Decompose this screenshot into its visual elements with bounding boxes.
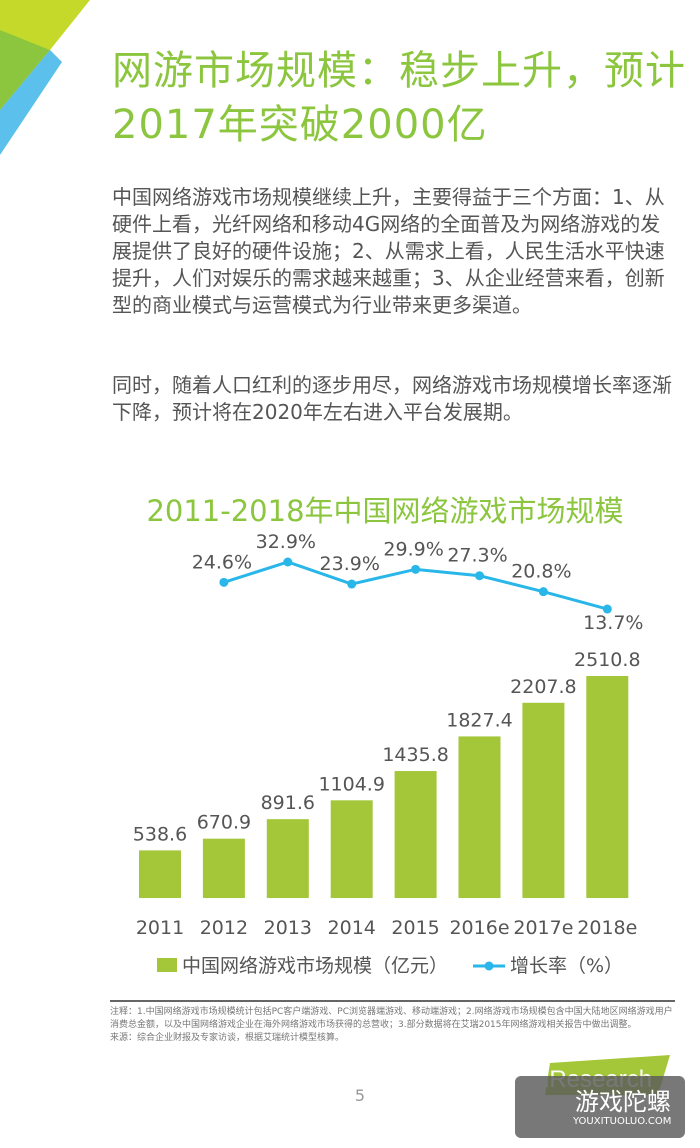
growth-point-2012 <box>219 577 229 587</box>
page-number: 5 <box>354 1086 366 1105</box>
bar-2017e <box>522 702 565 898</box>
bar-2015 <box>394 771 437 898</box>
bar-label-2017e: 2207.8 <box>510 676 576 698</box>
watermark: 游戏陀螺 YOUXITUOLUO.COM <box>515 1076 685 1138</box>
legend-bar-swatch <box>157 958 177 972</box>
x-tick-2013: 2013 <box>264 917 312 939</box>
growth-point-2014 <box>347 579 357 589</box>
bar-2018e <box>586 676 629 898</box>
notes: 注释：1.中国网络游戏市场规模统计包括PC客户端游戏、PC浏览器端游戏、移动端游… <box>110 1000 675 1045</box>
bar-2016e <box>458 736 501 898</box>
x-tick-2016e: 2016e <box>449 917 509 939</box>
x-tick-2014: 2014 <box>328 917 376 939</box>
bar-label-2016e: 1827.4 <box>446 709 512 731</box>
bar-label-2014: 1104.9 <box>318 773 384 795</box>
bar-2014 <box>330 800 373 898</box>
bar-2013 <box>266 819 309 898</box>
bar-label-2018e: 2510.8 <box>574 649 640 671</box>
legend-line-marker <box>484 961 494 971</box>
x-tick-2011: 2011 <box>136 917 184 939</box>
growth-label-2015: 29.9% <box>383 538 443 560</box>
bar-label-2012: 670.9 <box>197 812 251 834</box>
bar-label-2015: 1435.8 <box>382 744 448 766</box>
x-tick-2015: 2015 <box>391 917 439 939</box>
growth-label-2013: 32.9% <box>256 531 316 553</box>
footnote: 注释：1.中国网络游戏市场规模统计包括PC客户端游戏、PC浏览器端游戏、移动端游… <box>110 1007 673 1030</box>
chart: 538.6 2011 670.9 2012 891.6 2013 1104.9 2014 143… <box>133 531 644 977</box>
source: 来源：综合企业财报及专家访谈，根据艾瑞统计模型核算。 <box>110 1033 345 1043</box>
bar-2011 <box>139 850 181 898</box>
growth-point-2017e <box>538 587 548 597</box>
growth-label-2014: 23.9% <box>320 553 380 575</box>
watermark-url: YOUXITUOLUO.COM <box>573 1116 672 1127</box>
bar-2012 <box>202 838 245 898</box>
x-tick-2017e: 2017e <box>513 917 573 939</box>
growth-point-2013 <box>283 557 293 567</box>
watermark-title: 游戏陀螺 <box>575 1088 671 1116</box>
x-tick-2012: 2012 <box>200 917 248 939</box>
corner-decoration <box>0 0 90 155</box>
legend-bar-label: 中国网络游戏市场规模（亿元） <box>182 955 448 977</box>
growth-point-2016e <box>475 571 484 581</box>
x-tick-2018e: 2018e <box>577 917 637 939</box>
growth-label-2017e: 20.8% <box>511 561 571 583</box>
growth-point-2018e <box>602 604 612 614</box>
growth-label-2016e: 27.3% <box>447 545 507 567</box>
page-title: 网游市场规模：稳步上升，预计2017年突破2000亿 <box>112 48 686 148</box>
growth-label-2018e: 13.7% <box>583 612 643 634</box>
bar-label-2013: 891.6 <box>261 792 315 814</box>
growth-point-2015 <box>411 564 421 574</box>
paragraph-1: 中国网络游戏市场规模继续上升，主要得益于三个方面：1、从硬件上看，光纤网络和移动… <box>112 185 665 317</box>
chart-title: 2011-2018年中国网络游戏市场规模 <box>146 494 624 528</box>
bar-label-2011: 538.6 <box>133 823 187 845</box>
paragraph-2: 同时，随着人口红利的逐步用尽，网络游戏市场规模增长率逐渐下降，预计将在2020年… <box>112 373 672 424</box>
growth-label-2012: 24.6% <box>192 551 252 573</box>
legend-line-label: 增长率（%） <box>510 955 623 977</box>
